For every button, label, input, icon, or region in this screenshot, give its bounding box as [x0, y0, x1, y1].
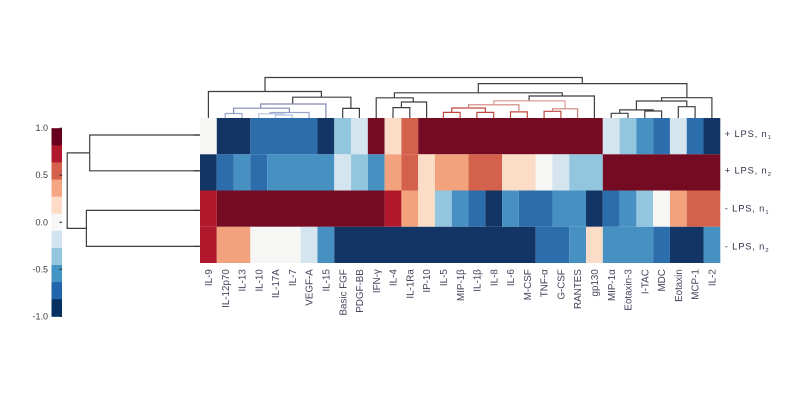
svg-text:IL-4: IL-4 [389, 269, 400, 286]
svg-text:IL-12p70: IL-12p70 [221, 269, 232, 308]
svg-text:IL-17A: IL-17A [271, 269, 282, 298]
svg-text:VEGF-A: VEGF-A [305, 269, 316, 306]
svg-text:0.5: 0.5 [35, 170, 48, 180]
svg-text:IL-1β: IL-1β [473, 269, 484, 292]
svg-text:IL-6: IL-6 [506, 269, 517, 286]
svg-text:MDC: MDC [657, 269, 668, 291]
svg-text:IL-15: IL-15 [322, 269, 333, 292]
svg-text:-0.5: -0.5 [32, 264, 48, 274]
svg-text:IL-13: IL-13 [238, 269, 249, 292]
svg-text:MIP-1α: MIP-1α [607, 269, 618, 301]
svg-text:IP-10: IP-10 [422, 269, 433, 293]
svg-text:IL-10: IL-10 [254, 269, 265, 292]
svg-text:IL-7: IL-7 [288, 269, 299, 286]
svg-text:+ LPS, n2: + LPS, n2 [725, 165, 772, 177]
svg-text:RANTES: RANTES [573, 269, 584, 309]
svg-text:gp130: gp130 [590, 269, 601, 297]
svg-text:IL-9: IL-9 [204, 269, 215, 286]
svg-text:PDGF-BB: PDGF-BB [355, 269, 366, 313]
svg-text:1.0: 1.0 [35, 123, 48, 133]
svg-text:MIP-1β: MIP-1β [456, 269, 467, 301]
svg-text:I-TAC: I-TAC [640, 269, 651, 294]
svg-text:Eotaxin: Eotaxin [674, 269, 685, 302]
svg-text:Basic FGF: Basic FGF [338, 269, 349, 315]
svg-text:IL-1Ra: IL-1Ra [405, 269, 416, 299]
svg-text:- LPS, n2: - LPS, n2 [725, 241, 770, 253]
svg-text:IFN-γ: IFN-γ [372, 269, 383, 293]
svg-text:IL-5: IL-5 [439, 269, 450, 286]
svg-text:Eotaxin-3: Eotaxin-3 [624, 269, 635, 311]
svg-text:IL-2: IL-2 [708, 269, 719, 286]
svg-text:TNF-α: TNF-α [540, 269, 551, 297]
svg-text:G-CSF: G-CSF [557, 269, 568, 299]
svg-text:IL-8: IL-8 [489, 269, 500, 286]
svg-text:-1.0: -1.0 [32, 311, 48, 321]
svg-text:0.0: 0.0 [35, 217, 48, 227]
svg-text:MCP-1: MCP-1 [691, 269, 702, 299]
svg-text:- LPS, n1: - LPS, n1 [725, 203, 770, 215]
svg-text:M-CSF: M-CSF [523, 269, 534, 300]
svg-text:+ LPS, n1: + LPS, n1 [725, 129, 772, 141]
